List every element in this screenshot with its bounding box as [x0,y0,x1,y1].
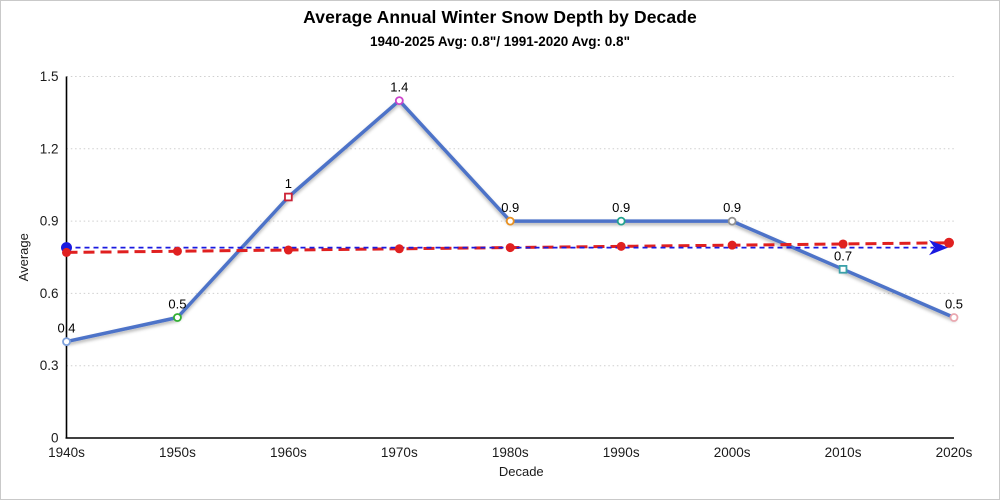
trend-line [66,241,950,254]
x-tick-label: 1970s [381,445,418,460]
x-tick-label: 2000s [714,445,751,460]
data-label: 1.4 [390,80,408,95]
data-point-marker [173,313,182,322]
x-tick-label: 2010s [825,445,862,460]
data-label: 0.9 [723,200,741,215]
data-point-marker [284,192,293,202]
data-point-marker [727,216,737,226]
y-tick-label: 0.3 [40,358,59,373]
trend-point [172,246,182,256]
x-tick-label: 1980s [492,445,529,460]
trend-point [838,239,848,249]
data-label: 0.9 [501,200,519,215]
trend-point [727,240,737,250]
trend-point [616,241,626,251]
x-tick-label: 1990s [603,445,640,460]
data-label: 1 [285,176,292,191]
y-axis-tick-labels: 0 0.3 0.6 0.9 1.2 1.5 [40,69,59,446]
data-label: 0.5 [945,297,963,312]
x-tick-label: 1960s [270,445,307,460]
y-tick-label: 0.9 [40,214,59,229]
data-point-marker [838,264,848,274]
data-point-marker [62,337,71,347]
trend-point [944,237,954,248]
data-point-marker [394,96,404,105]
data-point-markers [62,96,959,347]
trend-point [283,245,293,255]
data-labels: 0.4 0.5 1 1.4 0.9 0.9 0.9 0.7 0.5 [57,80,963,336]
x-axis-title: Decade [499,464,544,479]
data-point-marker [616,216,626,226]
y-axis-title: Average [16,233,31,281]
trend-point [394,244,404,254]
arrow-right-icon [929,240,948,256]
chart-subtitle: 1940-2025 Avg: 0.8"/ 1991-2020 Avg: 0.8" [370,34,630,49]
x-tick-label: 1940s [48,445,85,460]
trend-point [62,247,71,257]
y-tick-label: 0 [51,431,59,446]
trend-points [62,237,954,257]
data-label: 0.7 [834,248,852,263]
y-tick-label: 1.5 [40,69,59,84]
axes [65,76,954,439]
data-label: 0.4 [57,321,75,336]
y-tick-label: 0.6 [40,286,59,301]
x-tick-label: 2020s [936,445,973,460]
chart-title: Average Annual Winter Snow Depth by Deca… [303,7,697,27]
data-label: 0.5 [168,297,186,312]
x-axis-tick-labels: 1940s 1950s 1960s 1970s 1980s 1990s 2000s 2010s… [48,445,973,460]
y-tick-label: 1.2 [40,141,59,156]
data-point-marker [505,216,515,226]
x-tick-label: 1950s [159,445,196,460]
data-label: 0.9 [612,200,630,215]
data-point-marker [949,313,959,322]
trend-point [505,243,515,253]
